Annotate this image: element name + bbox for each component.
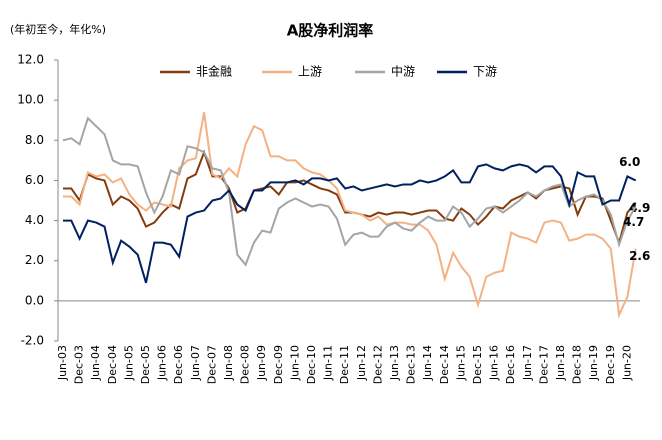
x-tick-label: Jun-09: [255, 345, 268, 381]
x-tick-label: Jun-14: [421, 345, 434, 381]
data-label: 2.6: [629, 249, 650, 263]
chart-title: A股净利润率: [287, 22, 374, 40]
x-tick-label: Dec-19: [604, 345, 617, 384]
x-tick-label: Dec-15: [471, 345, 484, 384]
x-tick-label: Jun-05: [122, 345, 135, 381]
x-tick-label: Jun-07: [189, 345, 202, 381]
x-tick-label: Dec-12: [371, 345, 384, 384]
x-tick-label: Jun-19: [587, 345, 600, 381]
x-tick-label: Jun-18: [554, 345, 567, 381]
x-tick-label: Dec-11: [338, 345, 351, 384]
x-tick-label: Jun-16: [488, 345, 501, 381]
x-tick-label: Dec-10: [305, 345, 318, 384]
y-tick-label: 10.0: [17, 93, 44, 107]
x-tick-label: Jun-13: [388, 345, 401, 381]
x-tick-label: Dec-09: [272, 345, 285, 384]
x-tick-label: Jun-03: [56, 345, 69, 381]
legend-label: 下游: [473, 65, 497, 79]
x-tick-label: Dec-16: [504, 345, 517, 384]
y-tick-label: 4.0: [25, 213, 44, 227]
y-tick-label: 0.0: [25, 293, 44, 307]
legend-label: 非金融: [196, 64, 232, 79]
x-tick-label: Jun-20: [620, 345, 633, 381]
x-tick-label: Dec-05: [139, 345, 152, 384]
x-tick-label: Dec-07: [205, 345, 218, 384]
y-tick-label: -2.0: [21, 334, 44, 348]
y-tick-label: 8.0: [25, 133, 44, 147]
y-tick-label: 2.0: [25, 253, 44, 267]
x-tick-label: Dec-06: [172, 345, 185, 384]
series-line: [63, 112, 637, 319]
data-label: 6.0: [619, 155, 640, 169]
x-tick-label: Jun-08: [222, 345, 235, 381]
x-tick-label: Jun-12: [355, 345, 368, 381]
x-tick-label: Jun-04: [89, 345, 102, 381]
legend-label: 上游: [298, 65, 322, 79]
x-tick-label: Jun-11: [322, 345, 335, 381]
x-tick-label: Dec-03: [73, 345, 86, 384]
x-tick-label: Jun-10: [288, 345, 301, 381]
y-tick-label: 12.0: [17, 53, 44, 67]
x-tick-label: Jun-15: [454, 345, 467, 381]
data-label: 4.7: [623, 215, 644, 229]
data-label: 4.9: [629, 201, 650, 215]
y-tick-label: 6.0: [25, 173, 44, 187]
x-tick-label: Dec-17: [537, 345, 550, 384]
legend-label: 中游: [391, 64, 415, 79]
series-line: [62, 116, 637, 267]
series-line: [63, 163, 637, 284]
y-axis-label: (年初至今，年化%): [10, 22, 106, 36]
x-tick-label: Dec-04: [106, 345, 119, 384]
x-tick-label: Dec-18: [571, 345, 584, 384]
x-tick-label: Jun-06: [156, 345, 169, 381]
x-tick-label: Dec-13: [405, 345, 418, 384]
x-tick-label: Dec-08: [239, 345, 252, 384]
x-tick-label: Jun-17: [521, 345, 534, 381]
x-tick-label: Dec-14: [438, 345, 451, 384]
